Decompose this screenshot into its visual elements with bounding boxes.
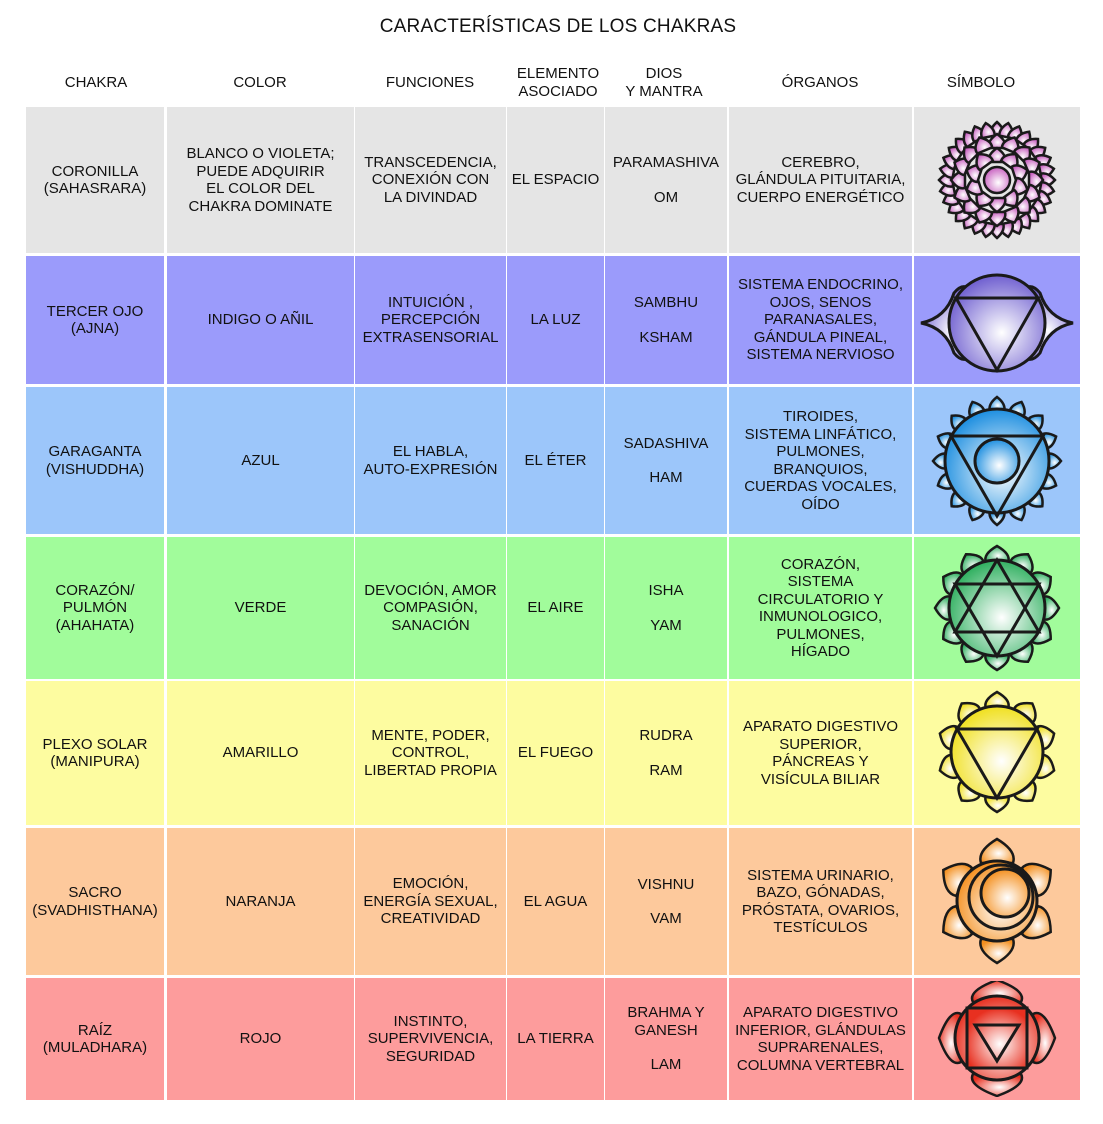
page-title: CARACTERÍSTICAS DE LOS CHAKRAS <box>379 16 737 37</box>
header-chakra: CHAKRA <box>64 74 128 91</box>
symbol-cell <box>914 681 1080 825</box>
symbol-cell <box>914 256 1080 384</box>
chakra-name-cell: GARAGANTA (VISHUDDHA) <box>26 387 164 534</box>
organos-cell: APARATO DIGESTIVO INFERIOR, GLÁNDULAS SU… <box>729 978 912 1100</box>
god-name: SAMBHU <box>633 294 699 311</box>
header-elemento: ELEMENTO ASOCIADO <box>516 65 600 100</box>
organos-cell: CEREBRO, GLÁNDULA PITUITARIA, CUERPO ENE… <box>729 107 912 253</box>
funciones-cell: INSTINTO, SUPERVIVENCIA, SEGURIDAD <box>355 978 506 1100</box>
sacral-chakra-icon <box>935 837 1059 967</box>
table-row: SACRO (SVADHISTHANA) NARANJA EMOCIÓN, ENER… <box>26 828 1080 975</box>
organos-cell: APARATO DIGESTIVO SUPERIOR, PÁNCREAS Y V… <box>729 681 912 825</box>
god-name: RUDRA <box>639 727 693 744</box>
color-cell: BLANCO O VIOLETA; PUEDE ADQUIRIR EL COLO… <box>167 107 354 253</box>
organos-cell: CORAZÓN, SISTEMA CIRCULATORIO Y INMUNOLO… <box>729 537 912 679</box>
chakra-name-cell: RAÍZ (MULADHARA) <box>26 978 164 1100</box>
root-chakra-icon <box>937 981 1057 1097</box>
mantra: OM <box>653 188 679 206</box>
header-funciones: FUNCIONES <box>385 74 475 91</box>
dios-mantra-cell: BRAHMA Y GANESH LAM <box>605 978 727 1100</box>
chakra-name-cell: CORONILLA (SAHASRARA) <box>26 107 164 253</box>
table-row: CORAZÓN/ PULMÓN (AHAHATA) VERDE DEVOCIÓN, … <box>26 537 1080 679</box>
funciones-cell: TRANSCEDENCIA, CONEXIÓN CON LA DIVINDAD <box>355 107 506 253</box>
color-cell: INDIGO O AÑIL <box>167 256 354 384</box>
third-eye-chakra-icon <box>916 258 1078 383</box>
table-row: RAÍZ (MULADHARA) ROJO INSTINTO, SUPERVIVEN… <box>26 978 1080 1100</box>
chakra-name-cell: TERCER OJO (AJNA) <box>26 256 164 384</box>
funciones-cell: EL HABLA, AUTO-EXPRESIÓN <box>355 387 506 534</box>
color-cell: AMARILLO <box>167 681 354 825</box>
dios-mantra-cell: SADASHIVA HAM <box>605 387 727 534</box>
funciones-cell: INTUICIÓN , PERCEPCIÓN EXTRASENSORIAL <box>355 256 506 384</box>
god-name: PARAMASHIVA <box>612 154 720 171</box>
dios-mantra-cell: ISHA YAM <box>605 537 727 679</box>
elemento-cell: EL FUEGO <box>507 681 604 825</box>
god-name: SADASHIVA <box>623 434 709 452</box>
elemento-cell: LA LUZ <box>507 256 604 384</box>
mantra: LAM <box>650 1056 682 1074</box>
color-cell: VERDE <box>167 537 354 679</box>
funciones-cell: DEVOCIÓN, AMOR COMPASIÓN, SANACIÓN <box>355 537 506 679</box>
mantra: KSHAM <box>639 328 693 346</box>
organos-cell: TIROIDES, SISTEMA LINFÁTICO, PULMONES, B… <box>729 387 912 534</box>
symbol-cell <box>914 828 1080 975</box>
symbol-cell <box>914 537 1080 679</box>
elemento-cell: EL AGUA <box>507 828 604 975</box>
funciones-cell: EMOCIÓN, ENERGÍA SEXUAL, CREATIVIDAD <box>355 828 506 975</box>
elemento-cell: EL AIRE <box>507 537 604 679</box>
solar-plexus-chakra-icon <box>935 688 1059 818</box>
god-name: ISHA <box>648 582 684 599</box>
god-name: BRAHMA Y GANESH <box>627 1004 705 1039</box>
symbol-cell <box>914 978 1080 1100</box>
header-simbolo: SÍMBOLO <box>946 74 1016 91</box>
mantra: YAM <box>650 616 682 634</box>
color-cell: ROJO <box>167 978 354 1100</box>
symbol-cell <box>914 387 1080 534</box>
chakra-name-cell: SACRO (SVADHISTHANA) <box>26 828 164 975</box>
mantra: VAM <box>650 910 682 927</box>
table-row: TERCER OJO (AJNA) INDIGO O AÑIL INTUICIÓN … <box>26 256 1080 384</box>
elemento-cell: EL ÉTER <box>507 387 604 534</box>
header-dios-mantra: DIOS Y MANTRA <box>625 65 703 100</box>
symbol-cell <box>914 107 1080 253</box>
elemento-cell: LA TIERRA <box>507 978 604 1100</box>
header-color: COLOR <box>233 74 287 91</box>
dios-mantra-cell: RUDRA RAM <box>605 681 727 825</box>
organos-cell: SISTEMA URINARIO, BAZO, GÓNADAS, PRÓSTAT… <box>729 828 912 975</box>
chakra-name-cell: PLEXO SOLAR (MANIPURA) <box>26 681 164 825</box>
table-row: PLEXO SOLAR (MANIPURA) AMARILLO MENTE, POD… <box>26 681 1080 825</box>
chakra-name-cell: CORAZÓN/ PULMÓN (AHAHATA) <box>26 537 164 679</box>
header-organos: ÓRGANOS <box>781 74 859 91</box>
table-row: CORONILLA (SAHASRARA) BLANCO O VIOLETA; P… <box>26 107 1080 253</box>
organos-cell: SISTEMA ENDOCRINO, OJOS, SENOS PARANASAL… <box>729 256 912 384</box>
color-cell: NARANJA <box>167 828 354 975</box>
dios-mantra-cell: SAMBHU KSHAM <box>605 256 727 384</box>
heart-chakra-icon <box>932 541 1062 675</box>
table-row: GARAGANTA (VISHUDDHA) AZUL EL HABLA, AUTO-… <box>26 387 1080 534</box>
mantra: RAM <box>649 761 683 779</box>
color-cell: AZUL <box>167 387 354 534</box>
crown-chakra-lotus-icon <box>932 115 1062 245</box>
mantra: HAM <box>649 469 683 486</box>
elemento-cell: EL ESPACIO <box>507 107 604 253</box>
funciones-cell: MENTE, PODER, CONTROL, LIBERTAD PROPIA <box>355 681 506 825</box>
throat-chakra-icon <box>927 391 1067 531</box>
god-name: VISHNU <box>637 875 695 893</box>
dios-mantra-cell: VISHNU VAM <box>605 828 727 975</box>
dios-mantra-cell: PARAMASHIVA OM <box>605 107 727 253</box>
